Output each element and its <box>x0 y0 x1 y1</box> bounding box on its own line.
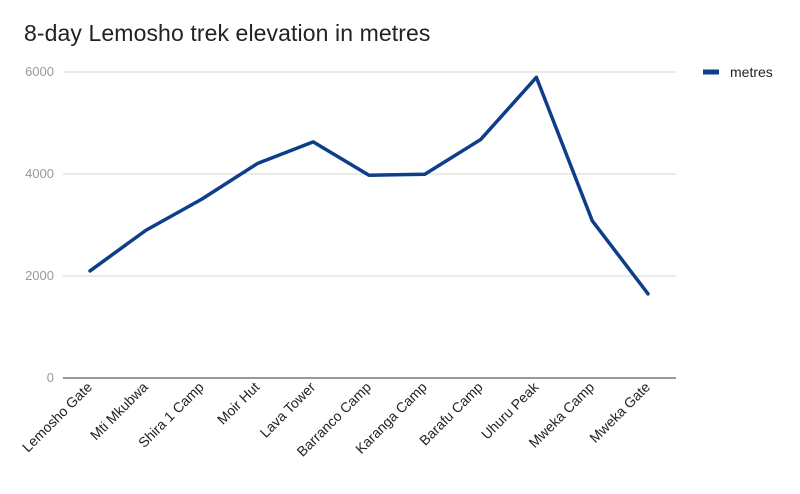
data-point <box>368 174 371 177</box>
series-metres <box>88 75 650 296</box>
y-axis-ticks: 0 2000 4000 6000 <box>25 64 54 385</box>
x-tick-label: Lemosho Gate <box>19 379 95 455</box>
legend: metres <box>703 64 773 80</box>
data-point <box>647 292 650 295</box>
chart-title: 8-day Lemosho trek elevation in metres <box>24 20 431 46</box>
data-point <box>423 173 426 176</box>
series-line <box>88 75 650 296</box>
data-point <box>200 198 203 201</box>
data-point <box>479 138 482 141</box>
x-tick-label: Moir Hut <box>214 379 263 428</box>
data-point <box>312 140 315 143</box>
data-point <box>89 269 92 272</box>
x-tick-label: Mweka Gate <box>586 379 653 446</box>
y-tick-label: 6000 <box>25 64 54 79</box>
y-tick-label: 4000 <box>25 166 54 181</box>
y-tick-label: 0 <box>47 370 54 385</box>
data-point <box>256 162 259 165</box>
data-point <box>591 219 594 222</box>
data-point <box>535 76 538 79</box>
legend-label: metres <box>730 64 773 80</box>
y-tick-label: 2000 <box>25 268 54 283</box>
data-point <box>144 229 147 232</box>
